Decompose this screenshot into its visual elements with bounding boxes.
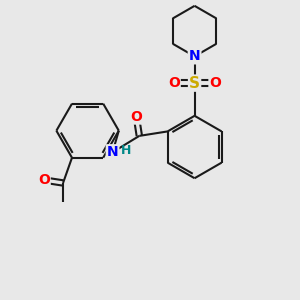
Text: O: O — [168, 76, 180, 90]
Text: N: N — [107, 145, 118, 159]
Text: O: O — [209, 76, 221, 90]
Text: H: H — [121, 144, 131, 157]
Text: O: O — [38, 173, 50, 187]
Text: O: O — [130, 110, 142, 124]
Text: N: N — [189, 50, 200, 63]
Text: S: S — [189, 76, 200, 91]
